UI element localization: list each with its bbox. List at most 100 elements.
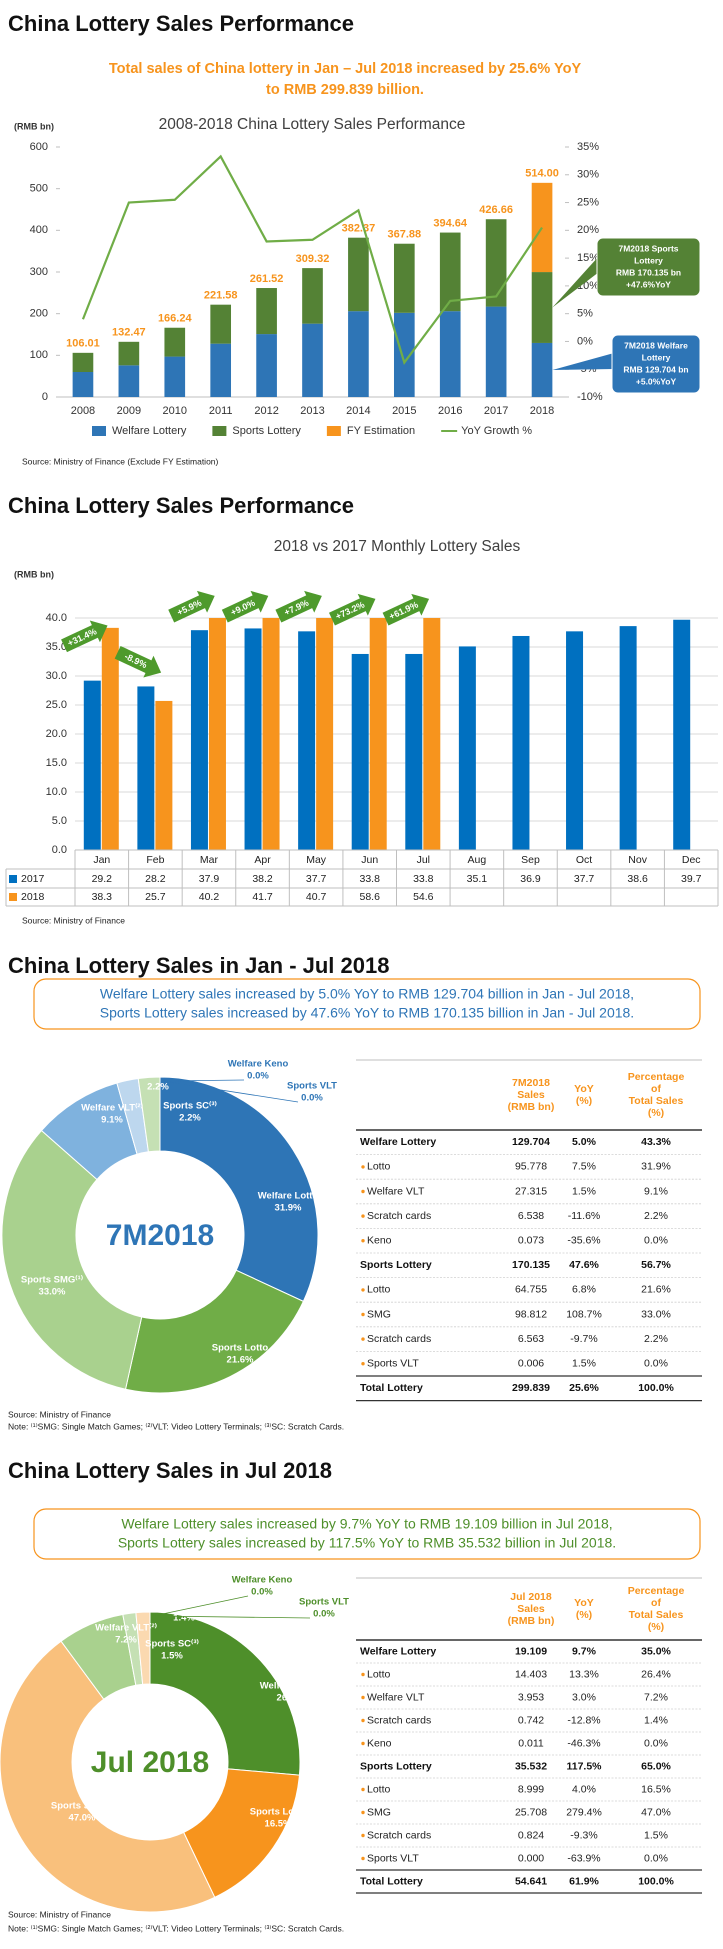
table-header: Percentage [628,1585,685,1597]
table-cell: 25.6% [569,1382,599,1394]
bar [190,630,208,850]
table-header: Percentage [628,1071,685,1083]
table-cell: 64.755 [515,1284,547,1296]
table-value: 37.7 [306,873,327,885]
bar [137,686,155,850]
row-label: Scratch cards [367,1333,431,1345]
slice-label: Welfare Lotto [260,1681,321,1692]
slice-value: 21.6% [227,1355,254,1366]
total-label: 382.37 [342,223,376,235]
total-label: 426.66 [479,204,513,216]
table-cell: 35.0% [641,1645,671,1657]
row-label: Scratch cards [367,1714,431,1726]
bullet [361,1337,365,1341]
highlight-text: Welfare Lottery sales increased by 9.7% … [121,1516,612,1532]
total-label: 221.58 [204,290,238,302]
slice-label: Sports SMG⁽¹⁾ [21,1275,84,1286]
x-tick-label: 2010 [163,405,187,417]
donut-slice [124,1269,305,1394]
slice-label: Welfare SC⁽³⁾ [129,1070,187,1081]
y-tick-label: 300 [30,266,48,278]
table-cell: -11.6% [568,1210,601,1222]
note: Note: ⁽¹⁾SMG: Single Match Games; ⁽²⁾VLT… [8,1421,344,1431]
legend-marker [212,426,227,436]
table-cell: 33.0% [641,1308,671,1320]
y-tick-label: 25.0 [46,699,67,711]
table-cell: 26.4% [641,1668,671,1680]
bar-segment [485,219,507,307]
y-tick-label: 35.0 [46,641,67,653]
slice-value: 0.0% [251,1587,273,1598]
bar-segment [348,311,369,397]
callout-box [596,237,701,297]
slice-label: Sports SC⁽³⁾ [163,1101,217,1112]
slice-label: Sports VLT [287,1081,337,1092]
table-value: 36.9 [520,873,541,885]
bullet [361,1214,365,1218]
row-label: Lotto [367,1284,391,1296]
bar [208,618,226,850]
arrow-shape [114,645,162,678]
table-cell: 47.6% [569,1259,599,1271]
callout-text: RMB 129.704 bn [623,364,688,374]
table-cell: 0.073 [518,1234,544,1246]
bar-segment [302,268,323,324]
arrow-shape [61,620,108,653]
table-value: 54.6 [413,891,434,903]
bullet [361,1856,365,1861]
bullet [361,1189,365,1194]
y-tick-label: 40.0 [46,612,67,624]
row-label: Lotto [367,1668,391,1680]
table-cell: 9.1% [644,1185,668,1197]
slice-value: 31.9% [275,1203,302,1214]
x-tick-label: 2008 [71,405,95,417]
y2-tick-label: -10% [577,391,603,403]
callout-text: Lottery [642,352,671,362]
y2-tick-label: 35% [577,141,599,153]
y-tick-label: 600 [30,141,48,153]
donut-slice [1,1129,143,1390]
bar [458,646,476,850]
y2-tick-label: 5% [577,308,593,320]
table-header: (%) [648,1107,664,1119]
table-cell: 0.0% [644,1737,668,1749]
bar-segment [302,323,323,397]
line-series [81,154,543,365]
table-cell: 2.2% [644,1210,668,1222]
table-cell: 43.3% [641,1136,671,1148]
table-value: 28.2 [145,873,166,885]
bullet [361,1741,365,1746]
section-heading: China Lottery Sales in Jan - Jul 2018 [8,953,389,978]
legend-label: 2017 [21,873,45,885]
total-label: 367.88 [387,229,421,241]
table-cell: 299.839 [512,1382,550,1394]
slice-label: Sports SMG⁽¹⁾ [51,1801,114,1812]
bar-segment [531,182,553,273]
total-label: 132.47 [112,327,146,339]
bullet [361,1810,365,1815]
callout-pointer [552,256,599,308]
arrow-shape [328,593,376,626]
total-label: 309.32 [296,253,330,265]
row-label: Sports Lottery [360,1259,432,1271]
donut-center-label: 7M2018 [106,1219,214,1252]
table-value: 25.7 [145,891,166,903]
callout-box [611,334,701,394]
section-heading: China Lottery Sales Performance [8,493,354,518]
bar-segment [164,356,186,397]
bar [155,700,173,850]
row-label: Sports Lottery [360,1760,432,1772]
table-cell: 7.2% [644,1691,668,1703]
table-header: Total Sales [629,1609,684,1621]
slice-label: Welfare VLT⁽²⁾ [95,1623,158,1634]
table-value: 40.2 [199,891,220,903]
table-cell: 170.135 [512,1259,550,1271]
highlight-text: to RMB 299.839 billion. [266,82,424,98]
slice-label: Sports SC⁽³⁾ [145,1639,199,1650]
table-cell: 8.999 [518,1783,544,1795]
table-header: of [651,1597,661,1609]
bullet [361,1362,365,1366]
slice-label: Sports Lotto [212,1343,269,1354]
legend-label: Sports Lottery [232,425,301,437]
bar-segment [210,304,232,344]
